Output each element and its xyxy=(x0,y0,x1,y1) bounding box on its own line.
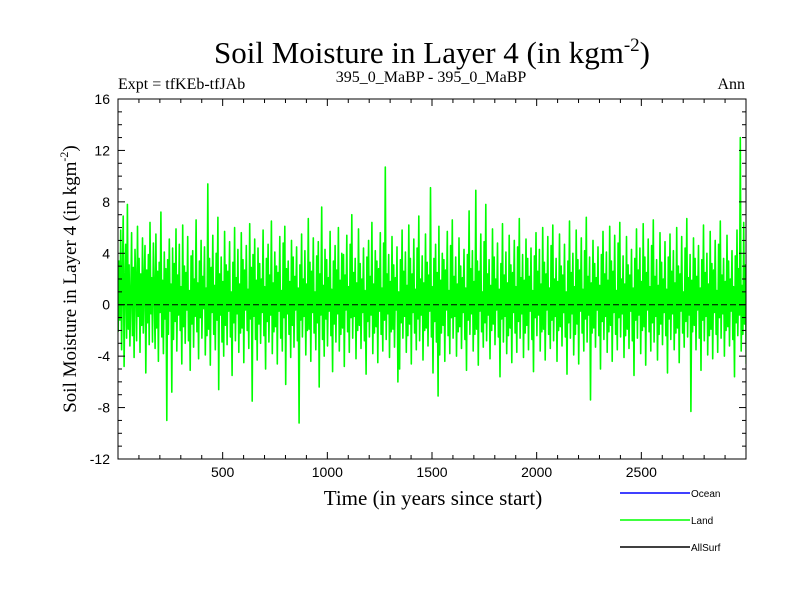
x-tick-label: 2000 xyxy=(521,464,552,480)
y-tick-label: 12 xyxy=(94,142,110,158)
legend-label-allsurf: AllSurf xyxy=(691,543,721,554)
legend-label-land: Land xyxy=(691,516,713,527)
x-tick-label: 500 xyxy=(211,464,235,480)
y-tick-label: 4 xyxy=(102,245,110,261)
y-axis: -12 -8 -4 0 4 8 12 16 xyxy=(90,91,746,467)
y-tick-label: -8 xyxy=(98,400,111,416)
y-tick-label: 8 xyxy=(102,194,110,210)
y-tick-label: -12 xyxy=(90,451,110,467)
legend: Ocean Land AllSurf xyxy=(620,489,721,554)
y-tick-label: 0 xyxy=(102,297,110,313)
experiment-label: Expt = tfKEb-tfJAb xyxy=(118,76,245,93)
season-label: Ann xyxy=(717,76,745,93)
y-tick-label: 16 xyxy=(94,91,110,107)
series-line-land xyxy=(118,136,746,424)
y-tick-label: -4 xyxy=(98,348,111,364)
chart-title: Soil Moisture in Layer 4 (in kgm-2) xyxy=(214,35,650,70)
period-label: 395_0_MaBP - 395_0_MaBP xyxy=(336,69,527,86)
x-tick-label: 1000 xyxy=(312,464,343,480)
x-axis-label: Time (in years since start) xyxy=(324,486,543,510)
x-tick-label: 1500 xyxy=(416,464,447,480)
legend-label-ocean: Ocean xyxy=(691,489,720,500)
x-axis: 500 1000 1500 2000 2500 xyxy=(138,99,726,480)
y-axis-label: Soil Moisture in Layer 4 (in kgm-2) xyxy=(57,145,81,413)
x-tick-label: 2500 xyxy=(626,464,657,480)
series-layer xyxy=(118,136,746,424)
